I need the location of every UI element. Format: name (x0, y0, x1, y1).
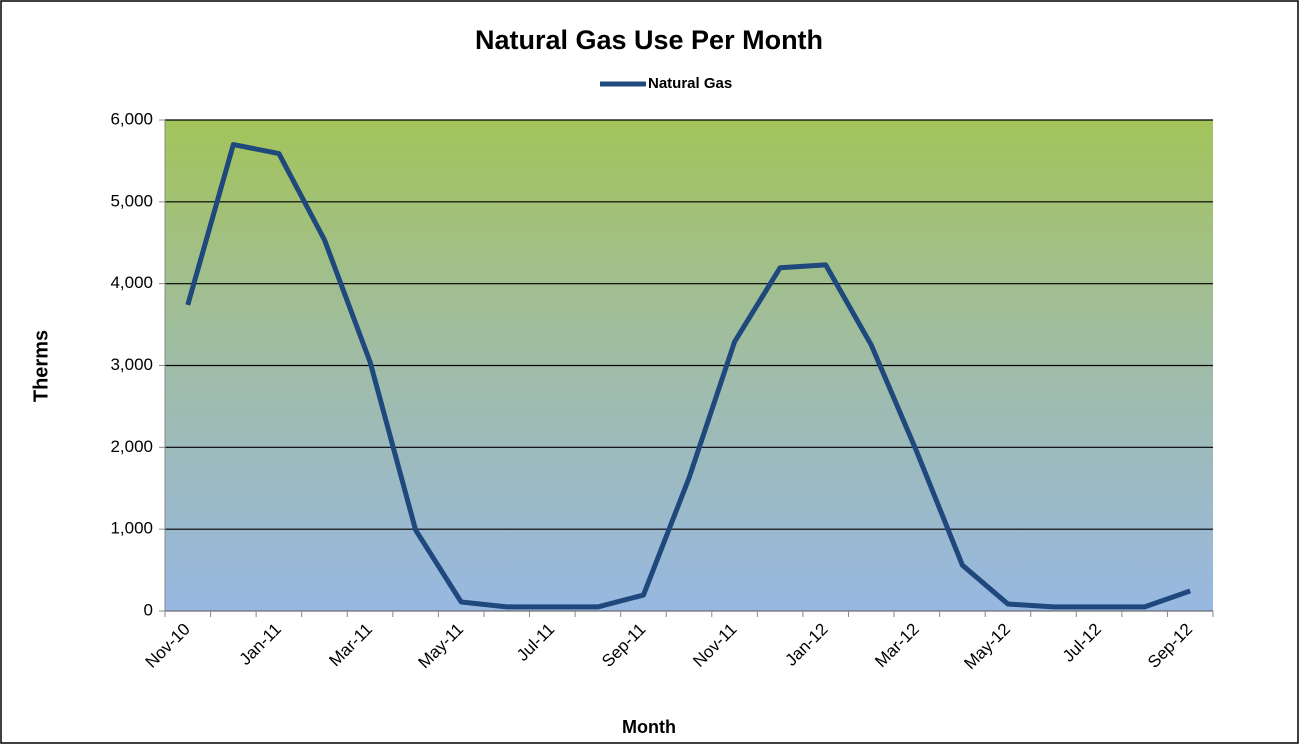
y-tick-label: 3,000 (110, 355, 153, 374)
y-tick-label: 1,000 (110, 519, 153, 538)
y-tick-label: 0 (144, 600, 153, 619)
y-axis-label: Therms (30, 330, 52, 402)
legend-label: Natural Gas (648, 75, 732, 92)
series-line (185, 142, 1192, 610)
y-tick-label: 4,000 (110, 273, 153, 292)
y-tick-label: 6,000 (110, 109, 153, 128)
y-tick-label: 5,000 (110, 191, 153, 210)
y-tick-label: 2,000 (110, 437, 153, 456)
chart-title: Natural Gas Use Per Month (475, 25, 823, 55)
x-axis-label: Month (622, 717, 676, 737)
